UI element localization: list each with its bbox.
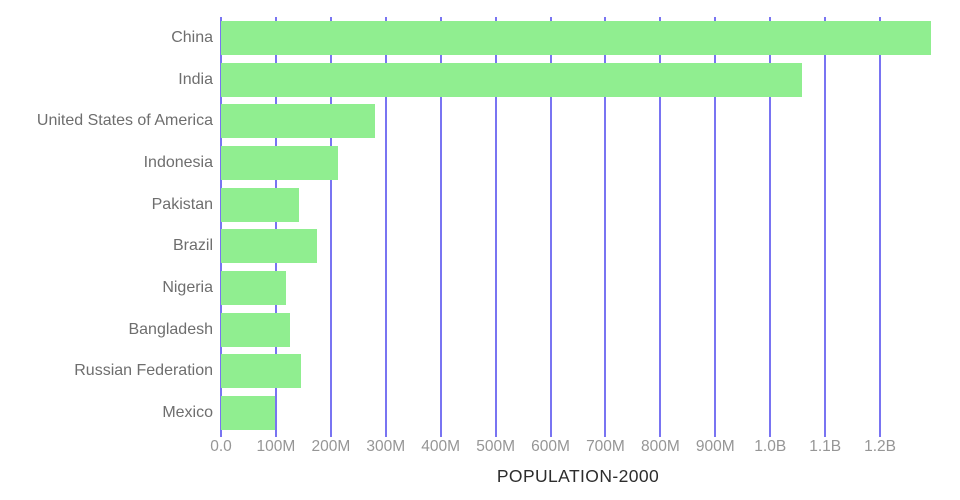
bar-indonesia [221, 145, 338, 180]
x-tick-label: 700M [586, 438, 625, 455]
category-label-bangladesh: Bangladesh [128, 320, 213, 338]
x-tick-label: 400M [421, 438, 461, 455]
x-tick-label: 200M [311, 438, 351, 455]
category-label-brazil: Brazil [172, 237, 213, 255]
category-label-china: China [171, 28, 213, 46]
gridline [274, 17, 277, 437]
bar-bangladesh [221, 312, 291, 347]
gridline [494, 17, 497, 437]
x-tick-label: 300M [366, 438, 406, 455]
gridline [769, 17, 772, 437]
category-label-pakistan: Pakistan [151, 195, 213, 213]
category-label-nigeria: Nigeria [162, 279, 213, 297]
gridline [714, 17, 717, 437]
gridline [549, 17, 552, 437]
x-tick-label: 1.0B [754, 438, 787, 455]
gridline [329, 17, 332, 437]
category-label-india: India [178, 70, 213, 88]
gridline [439, 17, 442, 437]
gridline [604, 17, 607, 437]
chart-title: POPULATION-2000 [496, 466, 660, 486]
x-tick-label: 1.1B [809, 438, 842, 455]
bar-mexico [221, 396, 275, 431]
gridline [220, 17, 222, 437]
bar-pakistan [221, 187, 299, 222]
x-tick-label: 1.2B [864, 438, 897, 455]
x-tick-label: 500M [476, 438, 515, 455]
category-label-united-states-of-america: United States of America [36, 112, 213, 130]
bar-china [221, 20, 932, 55]
gridline [879, 17, 882, 437]
x-tick-label: 900M [695, 438, 735, 455]
gridline [824, 17, 827, 437]
category-label-russian-federation: Russian Federation [74, 362, 213, 380]
bar-brazil [221, 229, 318, 264]
plot-area: 0.0 100M 200M 300M 400M 500M 600M 700M 800M 900M 1… [37, 17, 935, 455]
category-label-indonesia: Indonesia [143, 153, 213, 171]
x-tick-label: 100M [256, 438, 296, 455]
bar-russian-federation [221, 354, 302, 389]
category-label-mexico: Mexico [162, 404, 213, 422]
bar-india [221, 62, 802, 97]
x-tick-label: 600M [531, 438, 570, 455]
x-tick-label: 800M [640, 438, 680, 455]
bar-nigeria [221, 271, 287, 306]
x-tick-label: 0.0 [210, 438, 232, 455]
bar-united-states-of-america [221, 104, 376, 139]
gridline [659, 17, 662, 437]
gridline [384, 17, 387, 437]
